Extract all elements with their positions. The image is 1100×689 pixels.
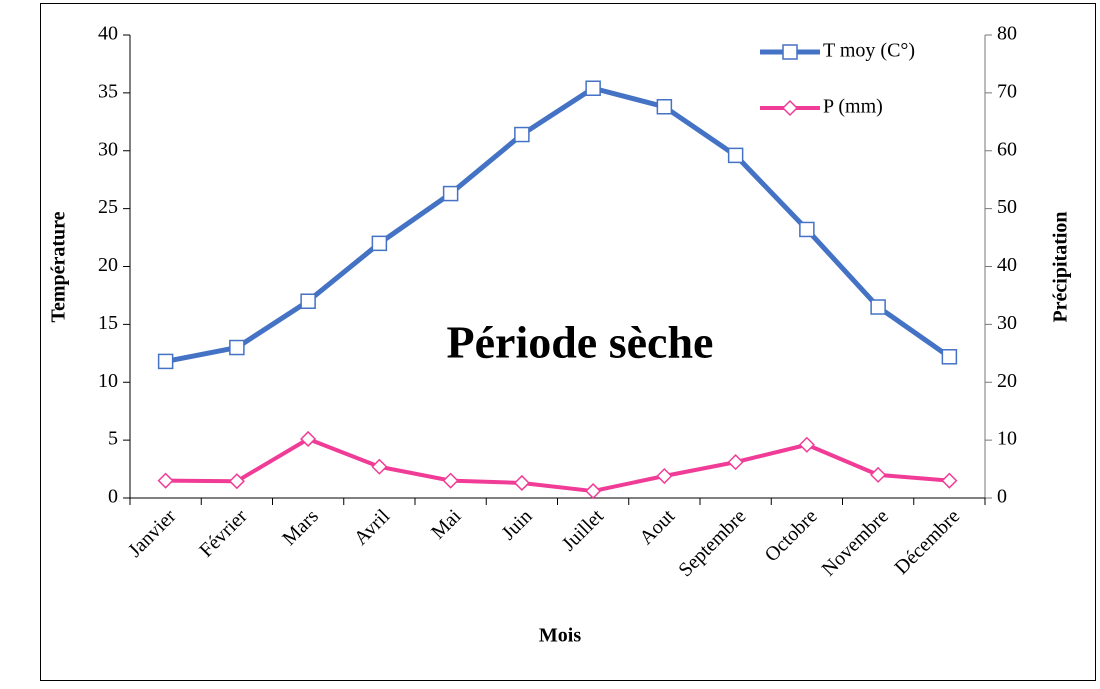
marker xyxy=(514,126,530,143)
y-tick-label: 25 xyxy=(98,196,118,218)
y-tick-label: 5 xyxy=(108,428,118,450)
marker xyxy=(442,472,459,489)
marker xyxy=(228,473,245,490)
y2-tick-label: 20 xyxy=(997,370,1017,392)
y-tick-label: 30 xyxy=(98,138,118,160)
y-tick-label: 0 xyxy=(108,486,118,508)
y-tick-label: 10 xyxy=(98,370,118,392)
y2-tick-label: 70 xyxy=(997,80,1017,102)
marker xyxy=(371,235,388,252)
marker xyxy=(781,99,799,117)
y2-tick-label: 60 xyxy=(997,138,1017,160)
marker xyxy=(585,80,601,96)
marker xyxy=(870,299,886,315)
marker xyxy=(782,44,798,60)
legend-label: P (mm) xyxy=(823,96,883,118)
marker xyxy=(656,99,673,115)
annotation: Période sèche xyxy=(447,317,714,368)
marker xyxy=(941,472,958,489)
y2-tick-label: 40 xyxy=(997,254,1017,276)
marker xyxy=(157,353,174,370)
marker xyxy=(300,430,317,448)
y2-tick-label: 50 xyxy=(997,196,1017,218)
marker xyxy=(727,147,744,164)
y2-tick-label: 10 xyxy=(997,428,1017,450)
x-axis-label: Mois xyxy=(539,625,581,647)
marker xyxy=(157,472,174,489)
marker xyxy=(371,458,388,475)
legend-label: T moy (C°) xyxy=(823,40,915,62)
y2-tick-label: 80 xyxy=(997,23,1017,45)
series-line xyxy=(165,85,951,364)
marker xyxy=(585,482,602,500)
y-tick-label: 20 xyxy=(98,254,118,276)
y2-axis-label: Précipitation xyxy=(1050,211,1072,322)
y-tick-label: 35 xyxy=(98,80,118,102)
marker xyxy=(229,339,245,356)
marker xyxy=(656,467,673,485)
marker xyxy=(870,466,887,483)
marker xyxy=(513,474,530,492)
series-line xyxy=(165,436,950,494)
marker xyxy=(727,454,744,471)
frame xyxy=(40,3,1096,681)
marker xyxy=(941,349,958,365)
marker xyxy=(798,436,815,453)
marker xyxy=(442,185,459,202)
y2-tick-label: 0 xyxy=(997,486,1007,508)
y-tick-label: 15 xyxy=(98,312,118,334)
y-axis-label: Température xyxy=(48,211,70,322)
y-tick-label: 40 xyxy=(98,23,118,45)
y2-tick-label: 30 xyxy=(997,312,1017,334)
marker xyxy=(799,221,815,238)
marker xyxy=(300,293,316,309)
